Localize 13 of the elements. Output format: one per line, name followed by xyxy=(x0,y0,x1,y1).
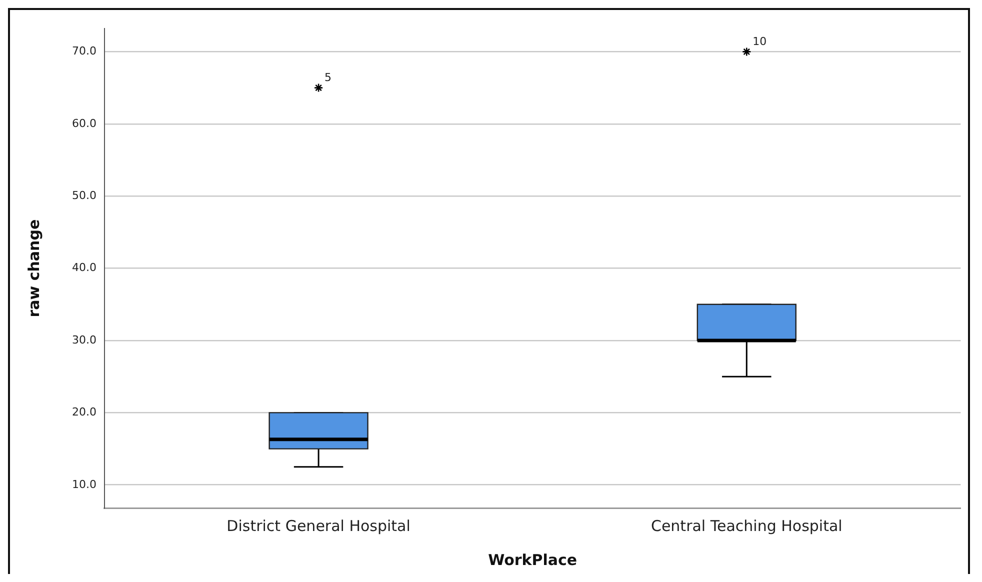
y-tick-label: 70.0 xyxy=(72,44,96,58)
y-tick-label: 50.0 xyxy=(72,188,96,202)
annotation: 10 xyxy=(752,35,767,48)
x-axis-title: WorkPlace xyxy=(488,550,578,569)
y-tick-label: 20.0 xyxy=(72,406,96,419)
annotation: 5 xyxy=(324,71,332,84)
y-tick-label: 40.0 xyxy=(72,261,96,274)
x-tick-label: Central Teaching Hospital xyxy=(650,516,842,535)
x-tick-label: District General Hospital xyxy=(226,516,410,535)
y-axis-title: raw change xyxy=(24,219,43,318)
y-tick-label: 60.0 xyxy=(72,116,96,130)
y-tick-label: 30.0 xyxy=(72,333,96,346)
y-tick-label: 10.0 xyxy=(72,478,96,491)
